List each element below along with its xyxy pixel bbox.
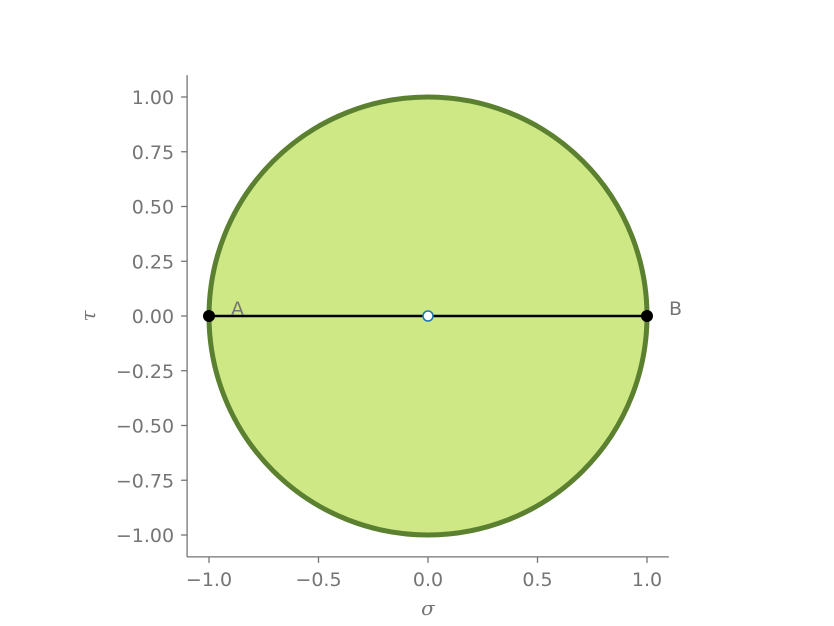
y-tick-label: 0.25 [132,251,174,273]
x-tick-label: −1.0 [186,569,232,591]
point-label-b: B [669,298,682,320]
y-axis-label: τ [76,310,100,322]
y-tick-label: −0.25 [116,361,174,383]
y-tick-label: 0.75 [132,142,174,164]
y-tick-label: 1.00 [132,87,174,109]
y-tick-label: −1.00 [116,525,174,547]
y-tick-label: −0.50 [116,416,174,438]
x-tick-label: 0.5 [522,569,552,591]
x-axis-label: σ [421,596,436,620]
point-a [203,310,215,322]
x-tick-label: 1.0 [632,569,662,591]
y-tick-label: 0.50 [132,197,174,219]
y-tick-label: −0.75 [116,470,174,492]
point-b [641,310,653,322]
point-label-a: A [231,298,244,320]
y-tick-label: 0.00 [132,306,174,328]
x-tick-label: 0.0 [413,569,443,591]
x-tick-label: −0.5 [295,569,341,591]
axes: −1.0 −0.5 0.0 0.5 1.0 1.00 0.75 0.50 0.25 0.00 −0.… [116,75,669,591]
center-point [422,310,434,322]
